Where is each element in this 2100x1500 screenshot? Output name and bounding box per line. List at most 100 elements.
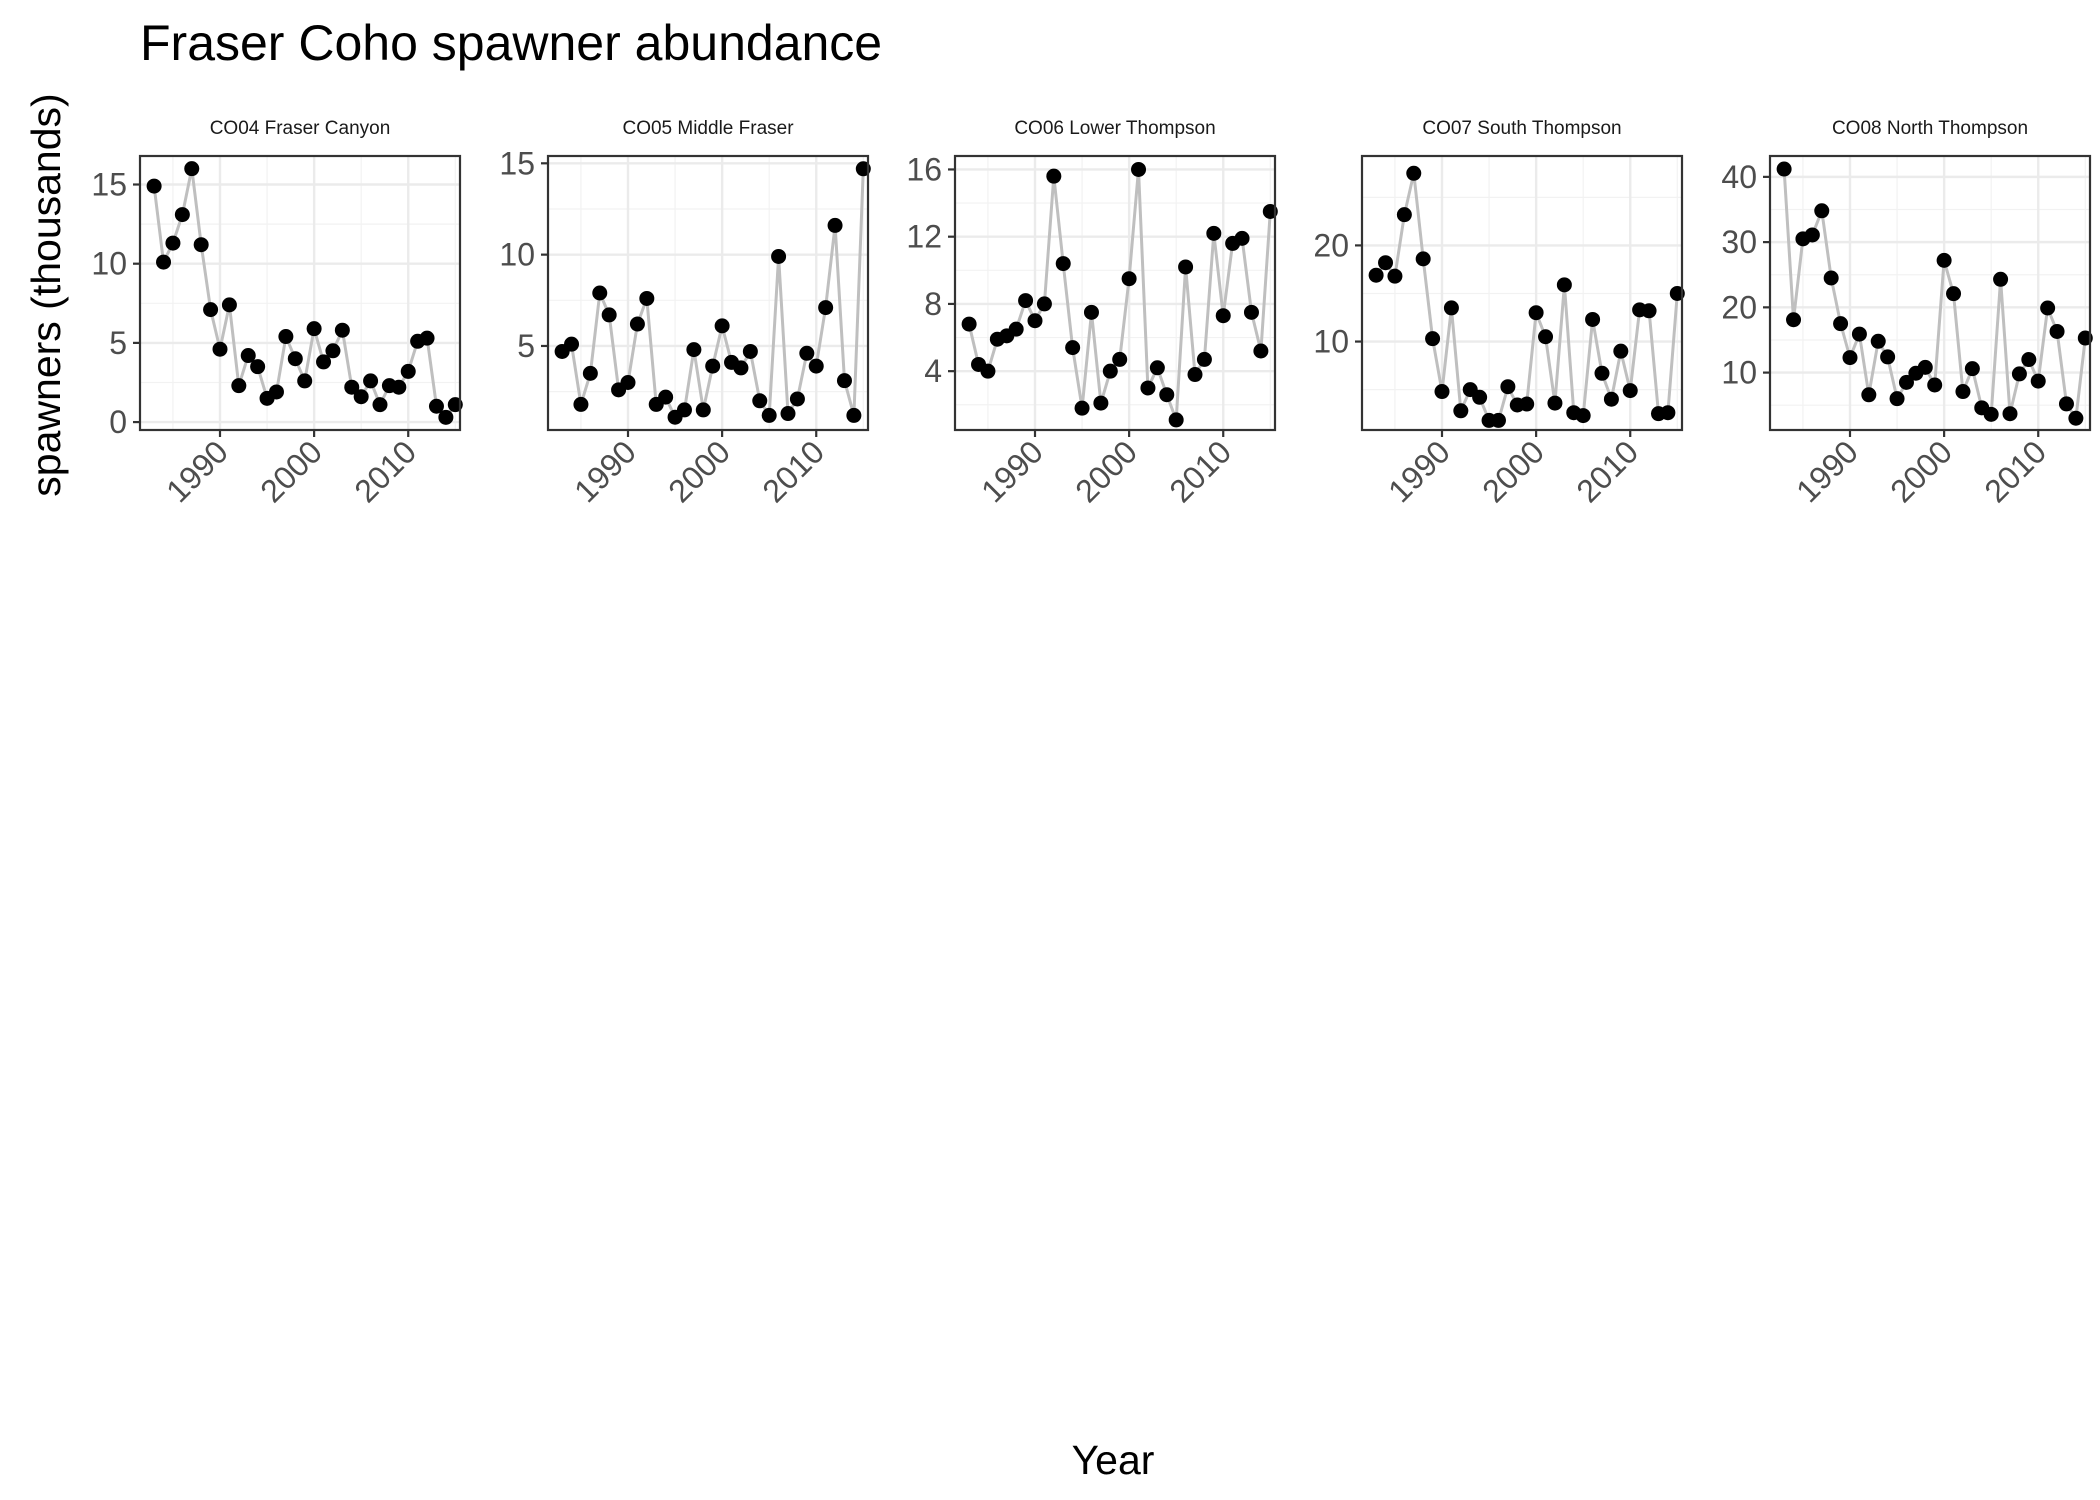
y-tick-label: 12 [906,219,942,255]
data-point [1889,391,1905,407]
data-point [1368,267,1384,283]
x-tick-label: 1990 [1789,433,1865,509]
data-point [1964,361,1980,377]
data-point [325,343,341,359]
data-point [1946,286,1962,302]
data-point [1168,412,1184,428]
data-point [221,297,237,313]
x-tick-label: 1990 [567,433,643,509]
data-point [1083,304,1099,320]
data-point [1253,343,1269,359]
data-point [1641,303,1657,319]
data-point [2040,300,2056,316]
x-tick-label: 2010 [1977,433,2053,509]
data-point [2058,396,2074,412]
data-point [1074,400,1090,416]
panel-strip-label: CO06 Lower Thompson [1014,118,1215,139]
panel-border [138,154,462,432]
data-point [1018,293,1034,309]
y-tick-label: 5 [109,325,127,361]
data-point [1585,311,1601,327]
data-point [818,300,834,316]
data-point [1786,312,1802,328]
data-point [353,389,369,405]
data-point [2021,352,2037,368]
data-point [1378,255,1394,271]
data-point [391,379,407,395]
data-point [1055,256,1071,272]
x-tick-label: 1990 [159,433,235,509]
data-point [592,285,608,301]
data-point [306,321,322,337]
data-point [771,248,787,264]
y-tick-label: 30 [1721,224,1757,260]
x-tick-label: 2000 [661,433,737,509]
x-tick-label: 2000 [253,433,329,509]
panel-strip-label: CO07 South Thompson [1422,118,1621,139]
data-point [1008,321,1024,337]
data-point [1936,252,1952,268]
data-point [1443,300,1459,316]
data-point [761,407,777,423]
data-point [1927,377,1943,393]
data-point [1575,408,1591,424]
data-point [827,217,843,233]
data-point [278,329,294,345]
data-point [961,316,977,332]
panel-5: CO08 North Thompson 10 20 30 40 1990 2000 2010 [1721,118,2093,509]
data-point [1983,406,1999,422]
y-tick-label: 5 [517,328,535,364]
data-point [1861,387,1877,403]
x-tick-label: 1990 [1381,433,1457,509]
data-point [1538,329,1554,345]
data-point [268,384,284,400]
data-point [836,373,852,389]
data-point [705,358,721,374]
x-tick-label: 2000 [1475,433,1551,509]
x-axis-title: Year [1072,1437,1155,1483]
data-point [1804,227,1820,243]
data-point [789,391,805,407]
data-point [297,373,313,389]
y-tick-label: 15 [499,145,535,181]
data-point [1556,277,1572,293]
data-point [1842,350,1858,366]
data-point [184,161,200,177]
data-point [686,342,702,358]
panel-border [546,154,870,432]
data-point [203,302,219,318]
data-point [1243,304,1259,320]
data-point [1823,270,1839,286]
data-point [1425,331,1441,347]
data-point [2049,323,2065,339]
y-tick-label: 40 [1721,159,1757,195]
data-point [363,373,379,389]
data-point [1776,161,1792,177]
data-point [1833,316,1849,332]
data-point [658,389,674,405]
y-tick-label: 16 [906,151,942,187]
data-point [1519,396,1535,412]
panel-strip-label: CO04 Fraser Canyon [210,118,391,139]
x-tick-label: 2000 [1883,433,1959,509]
data-point [2011,366,2027,382]
data-point [1898,374,1914,390]
data-point [1406,165,1422,181]
data-point [1528,305,1544,321]
y-axis-title: spawners (thousands) [23,93,69,496]
panel-border [953,154,1277,432]
data-point [1917,359,1933,375]
x-tick-label: 2010 [1569,433,1645,509]
y-tick-label: 0 [109,404,127,440]
data-point [438,409,454,425]
data-point [344,379,360,395]
data-point [780,406,796,422]
data-point [1500,379,1516,395]
data-point [1187,367,1203,383]
data-point [1387,268,1403,284]
data-point [287,351,303,367]
data-point [1622,383,1638,399]
data-point [212,341,228,357]
data-point [846,407,862,423]
